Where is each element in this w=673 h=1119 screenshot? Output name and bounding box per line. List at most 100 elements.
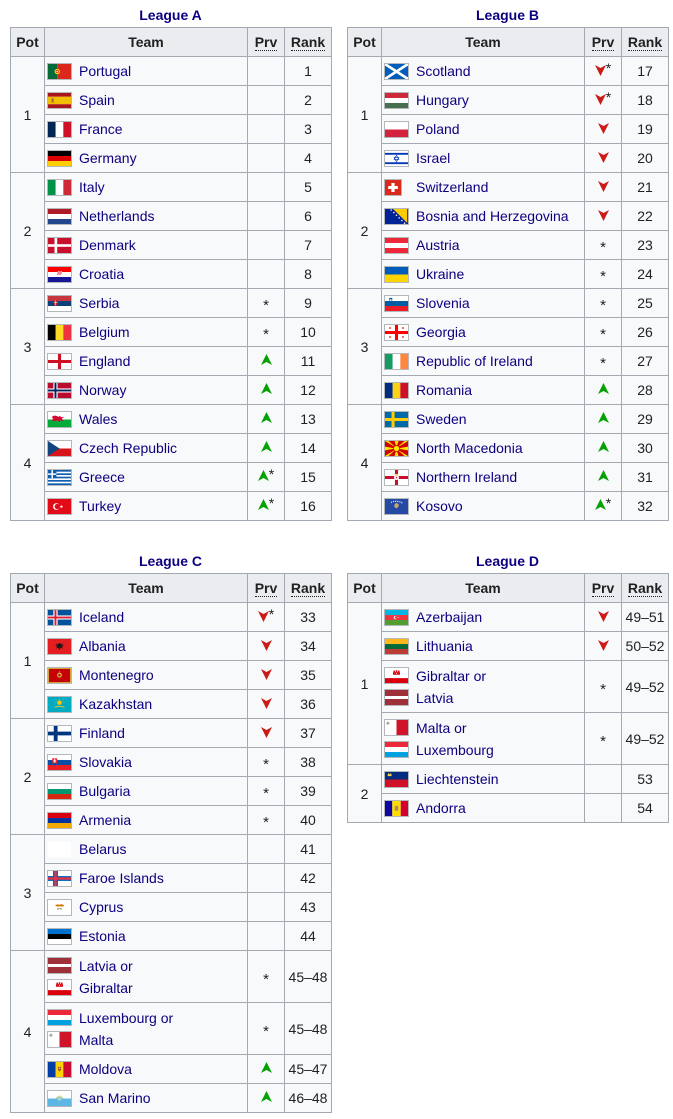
team-link[interactable]: England xyxy=(79,353,131,369)
team-line: Greece xyxy=(48,466,245,488)
team-link[interactable]: Wales xyxy=(79,411,118,427)
team-link[interactable]: Italy xyxy=(79,179,105,195)
team-link[interactable]: Liechtenstein xyxy=(416,771,499,787)
team-cell: Czech Republic xyxy=(44,433,248,463)
team-link[interactable]: Scotland xyxy=(416,63,471,79)
team-link[interactable]: Bosnia and Herzegovina xyxy=(416,208,569,224)
previous-league-cell: * xyxy=(584,491,622,521)
previous-league-cell xyxy=(584,764,622,794)
team-link[interactable]: Finland xyxy=(79,725,125,741)
team-link[interactable]: Spain xyxy=(79,92,115,108)
decrease-icon xyxy=(260,725,272,738)
prv-indicator xyxy=(260,638,272,651)
team-link[interactable]: Azerbaijan xyxy=(416,609,483,625)
team-line: Belgium xyxy=(48,321,245,343)
team-link[interactable]: Slovakia xyxy=(79,754,132,770)
team-link[interactable]: Belgium xyxy=(79,324,130,340)
team-link[interactable]: Israel xyxy=(416,150,451,166)
team-link[interactable]: Romania xyxy=(416,382,473,398)
rank-cell: 54 xyxy=(621,793,669,823)
rank-cell: 35 xyxy=(284,660,332,690)
prv-indicator: * xyxy=(594,496,611,512)
team-row: 4 Sweden 29 xyxy=(347,404,669,521)
team-link[interactable]: Northern Ireland xyxy=(416,469,518,485)
previous-league-cell xyxy=(247,631,285,661)
team-link[interactable]: Poland xyxy=(416,121,460,137)
team-link[interactable]: Portugal xyxy=(79,63,132,79)
team-link[interactable]: Kazakhstan xyxy=(79,696,153,712)
rank-column-header: Rank xyxy=(284,573,332,603)
team-link[interactable]: Austria xyxy=(416,237,460,253)
increase-icon xyxy=(597,411,609,424)
previous-league-cell xyxy=(584,602,622,632)
team-link[interactable]: Gibraltar or xyxy=(416,667,487,684)
team-link[interactable]: Belarus xyxy=(79,841,127,857)
team-link[interactable]: Croatia xyxy=(79,266,125,282)
team-link[interactable]: Georgia xyxy=(416,324,466,340)
ukraine-flag-icon xyxy=(385,266,408,282)
league-title-link[interactable]: League D xyxy=(475,553,539,569)
team-link[interactable]: Lithuania xyxy=(416,638,473,654)
team-cell: England xyxy=(44,346,248,376)
team-cell: Estonia xyxy=(44,921,248,951)
league-title-link[interactable]: League A xyxy=(139,7,202,23)
team-link[interactable]: Luxembourg or xyxy=(79,1009,174,1026)
team-line: Estonia xyxy=(48,925,245,947)
team-link[interactable]: Latvia or xyxy=(79,957,133,974)
team-link[interactable]: Cyprus xyxy=(79,899,124,915)
team-link[interactable]: Czech Republic xyxy=(79,440,178,456)
team-link[interactable]: Kosovo xyxy=(416,498,463,514)
team-cell: Netherlands xyxy=(44,201,248,231)
team-row: Turkey * 16 xyxy=(11,491,332,521)
team-link[interactable]: Bulgaria xyxy=(79,783,131,799)
decrease-icon xyxy=(597,609,609,622)
team-link[interactable]: Serbia xyxy=(79,295,120,311)
team-link[interactable]: San Marino xyxy=(79,1090,151,1106)
increase-icon xyxy=(257,498,269,511)
team-link[interactable]: Hungary xyxy=(416,92,469,108)
team-link[interactable]: Luxembourg xyxy=(416,741,494,758)
team-link[interactable]: Faroe Islands xyxy=(79,870,164,886)
team-cell: Poland xyxy=(381,114,585,144)
league-title-link[interactable]: League C xyxy=(138,553,202,569)
rank-cell: 13 xyxy=(284,404,332,434)
team-link[interactable]: Andorra xyxy=(416,800,466,816)
previous-league-cell xyxy=(584,114,622,144)
increase-icon xyxy=(260,382,272,395)
league-title-link[interactable]: League B xyxy=(475,7,539,23)
team-link[interactable]: Ukraine xyxy=(416,266,465,282)
team-link[interactable]: Gibraltar xyxy=(79,979,133,996)
team-link[interactable]: Switzerland xyxy=(416,179,489,195)
team-link[interactable]: Moldova xyxy=(79,1061,132,1077)
team-link[interactable]: Slovenia xyxy=(416,295,470,311)
team-link[interactable]: Turkey xyxy=(79,498,122,514)
seeding-tables-grid: League A Pot Team Prv Rank 1 Portugal 1 Spain 2 Fr… xyxy=(10,5,669,1113)
team-link[interactable]: Montenegro xyxy=(79,667,154,683)
team-row: Bulgaria * 39 xyxy=(11,776,332,806)
team-line: Liechtenstein xyxy=(385,768,582,790)
team-link[interactable]: Albania xyxy=(79,638,126,654)
team-link[interactable]: Sweden xyxy=(416,411,467,427)
team-link[interactable]: Estonia xyxy=(79,928,126,944)
team-link[interactable]: North Macedonia xyxy=(416,440,523,456)
team-link[interactable]: Iceland xyxy=(79,609,125,625)
team-link[interactable]: Republic of Ireland xyxy=(416,353,533,369)
team-link[interactable]: Netherlands xyxy=(79,208,155,224)
netherlands-flag-icon xyxy=(48,208,71,224)
team-link[interactable]: France xyxy=(79,121,123,137)
team-link[interactable]: Greece xyxy=(79,469,125,485)
team-line: Slovakia xyxy=(48,751,245,773)
team-link[interactable]: Malta xyxy=(79,1031,114,1048)
prv-indicator: * xyxy=(600,267,606,284)
prv-indicator xyxy=(597,121,609,134)
rank-cell: 2 xyxy=(284,85,332,115)
previous-league-cell: * xyxy=(584,230,622,260)
team-link[interactable]: Denmark xyxy=(79,237,136,253)
team-row: Northern Ireland 31 xyxy=(348,462,669,492)
team-link[interactable]: Armenia xyxy=(79,812,132,828)
prv-indicator: * xyxy=(600,325,606,342)
team-link[interactable]: Norway xyxy=(79,382,127,398)
team-link[interactable]: Latvia xyxy=(416,689,454,706)
team-link[interactable]: Malta or xyxy=(416,719,467,736)
team-link[interactable]: Germany xyxy=(79,150,137,166)
